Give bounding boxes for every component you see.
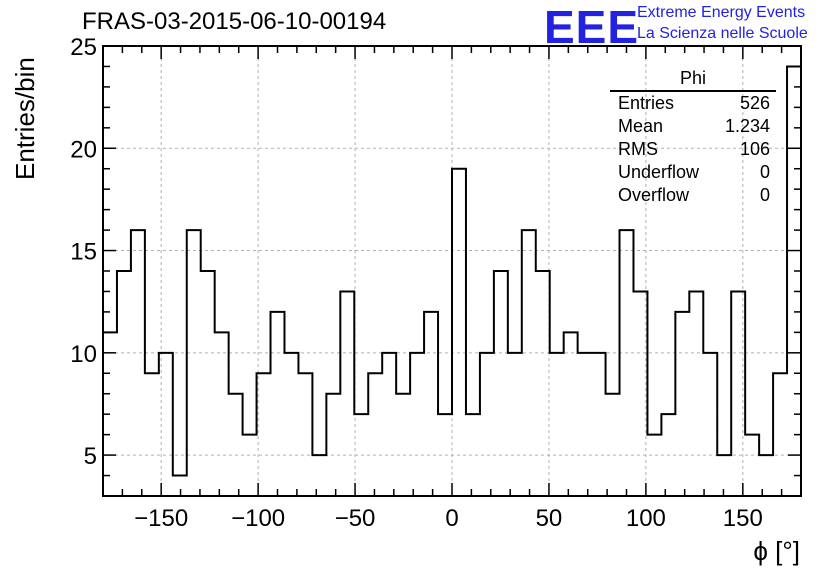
stats-box: Phi Entries 526 Mean 1.234 RMS 106 Under… [610,68,776,207]
x-axis-ticks: −150 −100 −50 0 50 100 150 [102,46,802,532]
x-tick-label: 50 [536,505,563,532]
y-tick-label: 5 [84,443,97,470]
stats-row-mean: Mean 1.234 [610,115,776,138]
x-tick-label: 0 [445,505,458,532]
stats-label: Overflow [618,185,690,205]
y-tick-label: 25 [70,34,97,61]
stats-value: 0 [759,162,770,182]
stats-label: RMS [618,139,658,159]
y-tick-label: 10 [70,341,97,368]
stats-value: 0 [759,185,770,205]
eee-logo-mark: EEE [544,1,640,53]
stats-label: Mean [618,116,664,136]
stats-label: Underflow [618,162,700,182]
plot-title: FRAS-03-2015-06-10-00194 [82,8,387,35]
stats-row-rms: RMS 106 [610,138,776,161]
x-axis-label: ϕ [°] [753,536,800,566]
stats-label: Entries [618,93,675,113]
x-tick-label: −150 [134,505,188,532]
x-tick-label: −50 [335,505,376,532]
x-tick-label: 100 [626,505,666,532]
y-axis-ticks: 5 10 15 20 25 [70,34,801,497]
x-tick-label: 150 [723,505,763,532]
stats-row-entries: Entries 526 [610,92,776,115]
x-tick-label: −100 [231,505,285,532]
logo-line-1: Extreme Energy Events [637,4,806,21]
histogram-series [103,65,801,477]
y-tick-label: 15 [70,239,97,266]
stats-value: 1.234 [724,116,770,136]
stats-value: 526 [739,93,770,113]
stats-row-overflow: Overflow 0 [610,184,776,207]
stats-row-underflow: Underflow 0 [610,161,776,184]
stats-title: Phi [610,68,776,92]
y-tick-label: 20 [70,136,97,163]
logo-line-2: La Scienza nelle Scuole [637,25,808,42]
stats-value: 106 [739,139,770,159]
y-axis-label: Entries/bin [10,57,40,180]
